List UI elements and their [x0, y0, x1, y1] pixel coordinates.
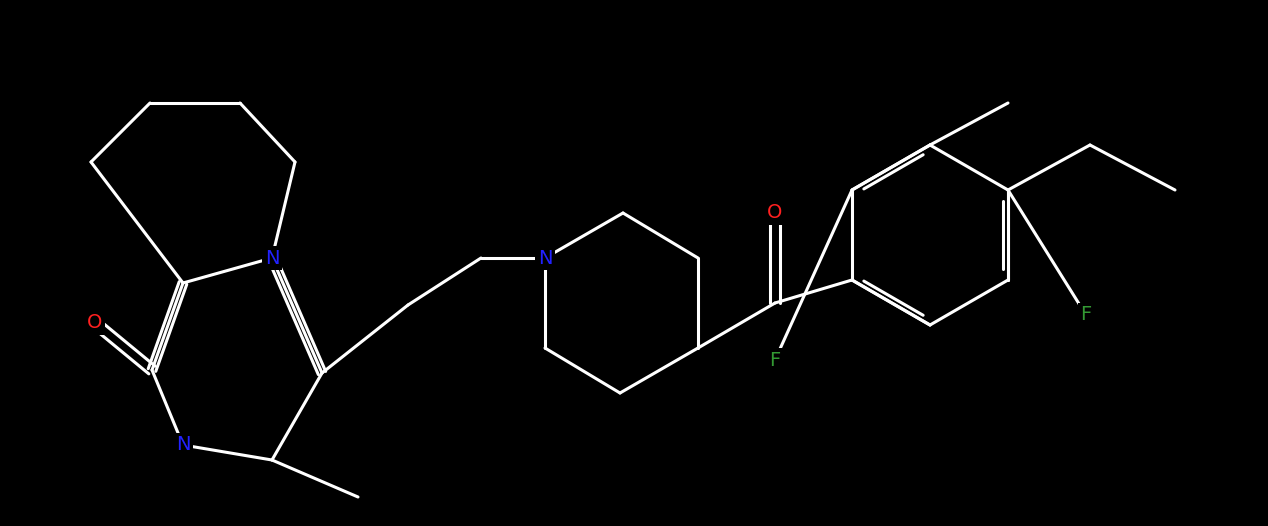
- Text: F: F: [770, 350, 781, 369]
- Text: O: O: [767, 204, 782, 222]
- Text: N: N: [265, 248, 279, 268]
- Text: F: F: [1080, 306, 1092, 325]
- Text: N: N: [538, 248, 553, 268]
- Text: N: N: [176, 436, 190, 454]
- Text: O: O: [87, 313, 103, 332]
